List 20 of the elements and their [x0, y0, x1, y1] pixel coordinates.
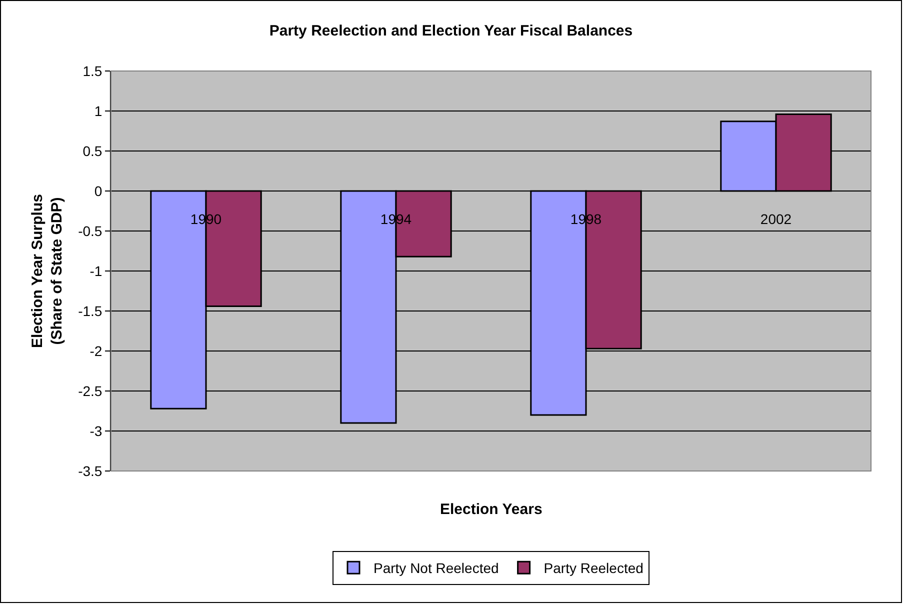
y-tick-label: -3 — [90, 422, 102, 439]
y-tick-label: 0.5 — [82, 142, 102, 159]
y-tick-label: -2.5 — [78, 382, 102, 399]
chart-title: Party Reelection and Election Year Fiscal Balances — [269, 22, 633, 40]
y-tick-label: 1 — [94, 102, 102, 119]
x-axis-title: Election Years — [440, 501, 542, 518]
x-tick-label: 1990 — [190, 211, 222, 227]
x-tick-label: 1998 — [570, 211, 602, 227]
x-tick-label: 1994 — [380, 211, 412, 227]
legend-label: Party Reelected — [544, 560, 644, 576]
x-tick-label: 2002 — [760, 211, 792, 227]
y-tick-label: -3.5 — [78, 462, 102, 479]
y-tick-label: 0 — [94, 182, 102, 199]
y-tick-label: -0.5 — [78, 222, 102, 239]
y-tick-label: -1.5 — [78, 302, 102, 319]
y-tick-label: -1 — [90, 262, 102, 279]
y-tick-label: -2 — [90, 342, 102, 359]
legend-label: Party Not Reelected — [374, 560, 499, 576]
y-axis-title: Election Year Surplus (Share of State GDP) — [28, 194, 66, 348]
y-tick-label: 1.5 — [82, 62, 102, 79]
